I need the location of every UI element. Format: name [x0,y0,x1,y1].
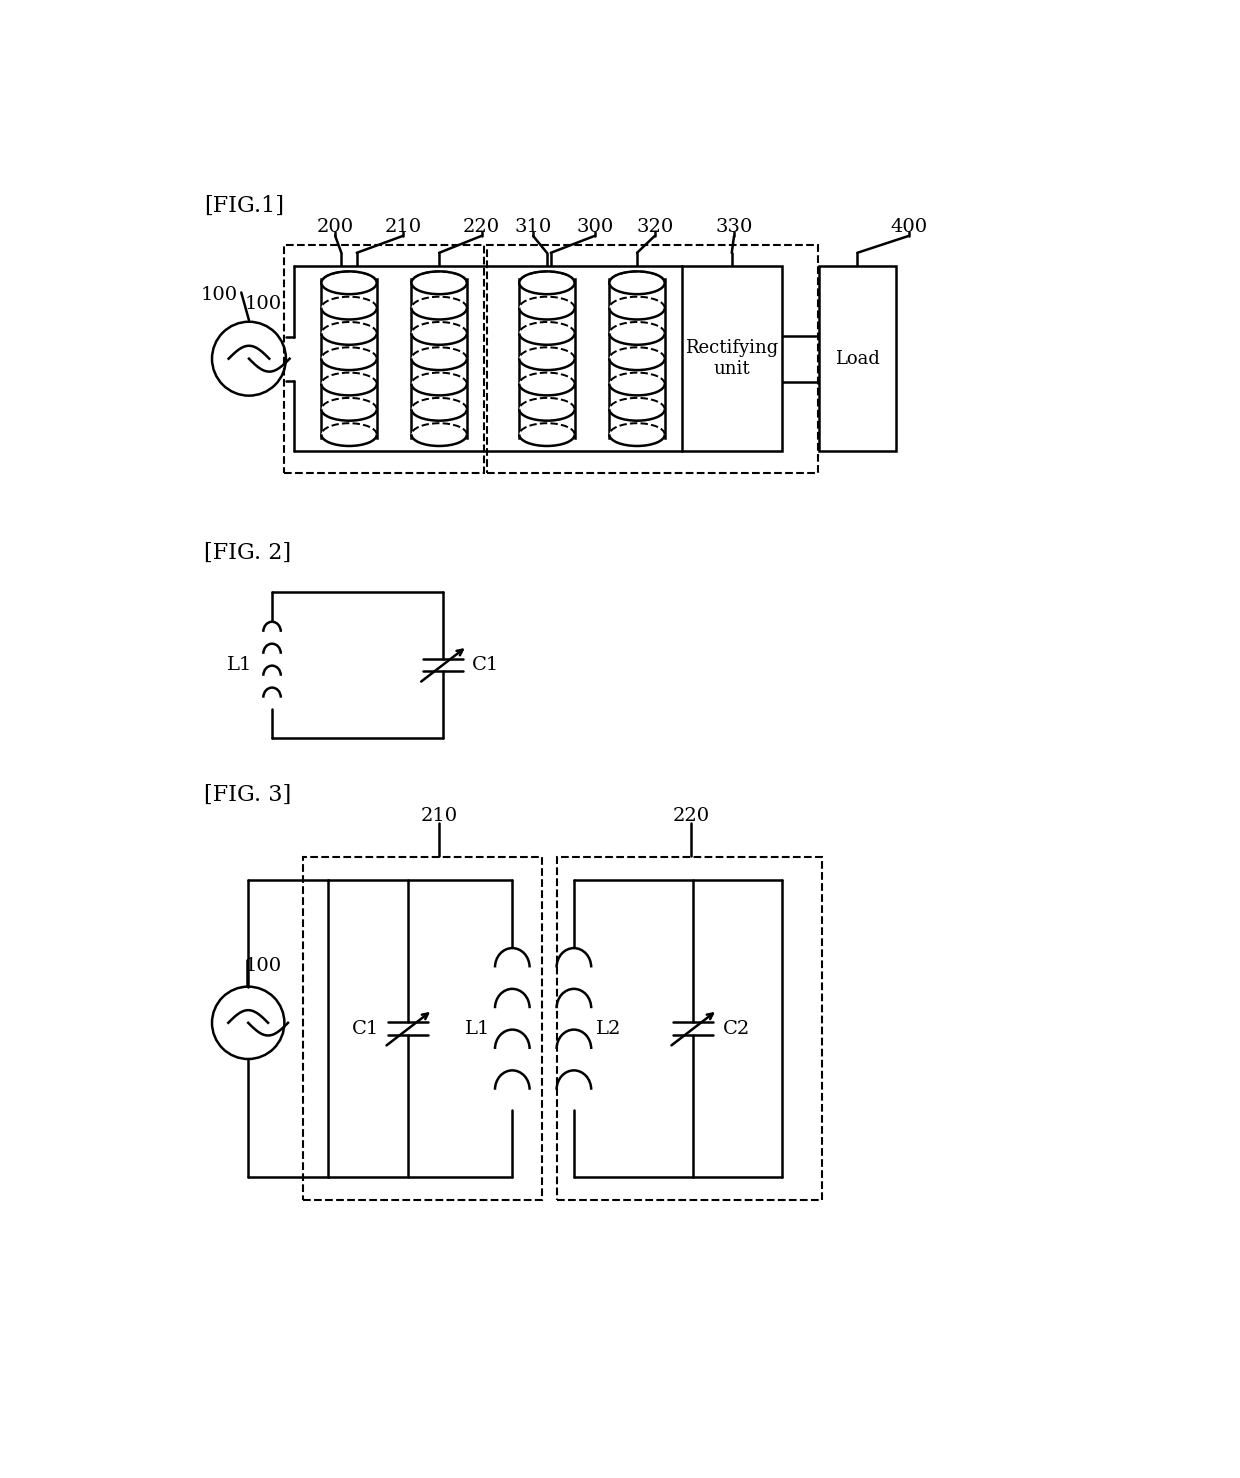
Text: C1: C1 [472,656,500,674]
Bar [303,857,542,1200]
Ellipse shape [609,322,665,344]
Text: L1: L1 [227,656,253,674]
Ellipse shape [520,272,574,294]
Ellipse shape [412,272,467,294]
Bar [321,270,377,448]
Text: L1: L1 [465,1020,491,1038]
Ellipse shape [412,297,467,319]
Text: C2: C2 [723,1020,750,1038]
Text: 100: 100 [201,285,237,304]
Bar [412,270,467,448]
Ellipse shape [609,423,665,446]
Text: [FIG. 2]: [FIG. 2] [205,541,291,563]
Ellipse shape [609,272,665,294]
Ellipse shape [321,423,377,446]
Text: 210: 210 [384,219,422,236]
Text: 100: 100 [246,294,283,313]
Ellipse shape [321,398,377,421]
Text: 300: 300 [577,219,614,236]
Ellipse shape [412,322,467,344]
Ellipse shape [609,372,665,396]
Text: [FIG. 3]: [FIG. 3] [205,785,291,806]
Bar [487,245,818,473]
Ellipse shape [412,372,467,396]
Ellipse shape [520,322,574,344]
Ellipse shape [321,272,377,294]
Ellipse shape [520,423,574,446]
Ellipse shape [520,347,574,370]
Text: [FIG.1]: [FIG.1] [205,195,284,217]
Ellipse shape [609,297,665,319]
Text: 220: 220 [463,219,500,236]
Ellipse shape [520,372,574,396]
Ellipse shape [321,347,377,370]
Text: 210: 210 [420,807,458,825]
Ellipse shape [321,372,377,396]
Text: L2: L2 [595,1020,621,1038]
Ellipse shape [321,297,377,319]
Text: 320: 320 [636,219,673,236]
Ellipse shape [520,297,574,319]
Text: 330: 330 [715,219,753,236]
Ellipse shape [609,398,665,421]
Ellipse shape [412,423,467,446]
Bar [609,270,665,448]
Bar [284,245,484,473]
Text: 100: 100 [244,958,281,975]
Bar [682,266,781,451]
Bar [557,857,822,1200]
Text: 220: 220 [672,807,709,825]
Ellipse shape [609,347,665,370]
Ellipse shape [412,347,467,370]
Text: 200: 200 [316,219,353,236]
Text: C1: C1 [352,1020,379,1038]
Bar [818,266,895,451]
Ellipse shape [321,322,377,344]
Text: 400: 400 [890,219,928,236]
Text: Load: Load [835,350,879,368]
Ellipse shape [412,398,467,421]
Ellipse shape [520,398,574,421]
Text: Rectifying
unit: Rectifying unit [686,340,779,378]
Bar [520,270,574,448]
Text: 310: 310 [515,219,552,236]
